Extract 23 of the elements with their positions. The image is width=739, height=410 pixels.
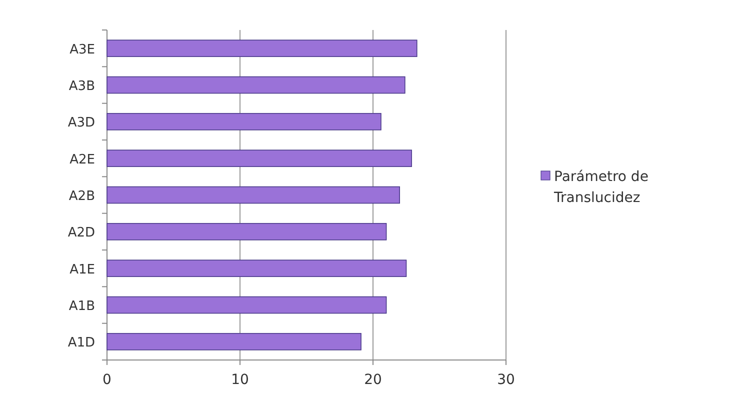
bar: [106, 113, 382, 130]
bar: [106, 40, 418, 57]
y-tick-label: A1D: [68, 336, 95, 351]
bar: [106, 260, 407, 277]
bar: [106, 150, 412, 167]
y-tick-label: A3D: [68, 116, 95, 131]
y-tick-label: A2E: [70, 152, 95, 168]
y-tick-label: A3E: [70, 42, 95, 58]
y-tick-label: A3B: [68, 79, 95, 94]
legend-label: Parámetro de Translucidez: [553, 169, 648, 206]
y-tick-label: A2B: [68, 189, 95, 204]
bar: [106, 333, 362, 350]
x-tick-label: 30: [497, 372, 515, 388]
bar: [106, 296, 387, 314]
y-tick-label: A2D: [68, 226, 95, 241]
x-tick-label: 20: [364, 372, 382, 388]
x-tick-label: 0: [102, 372, 112, 388]
bar: [106, 186, 400, 204]
y-tick-label: A1B: [68, 299, 95, 314]
x-tick-label: 10: [231, 372, 249, 388]
bar: [106, 223, 387, 240]
bar: [106, 76, 406, 94]
y-tick-label: A1E: [70, 262, 95, 278]
